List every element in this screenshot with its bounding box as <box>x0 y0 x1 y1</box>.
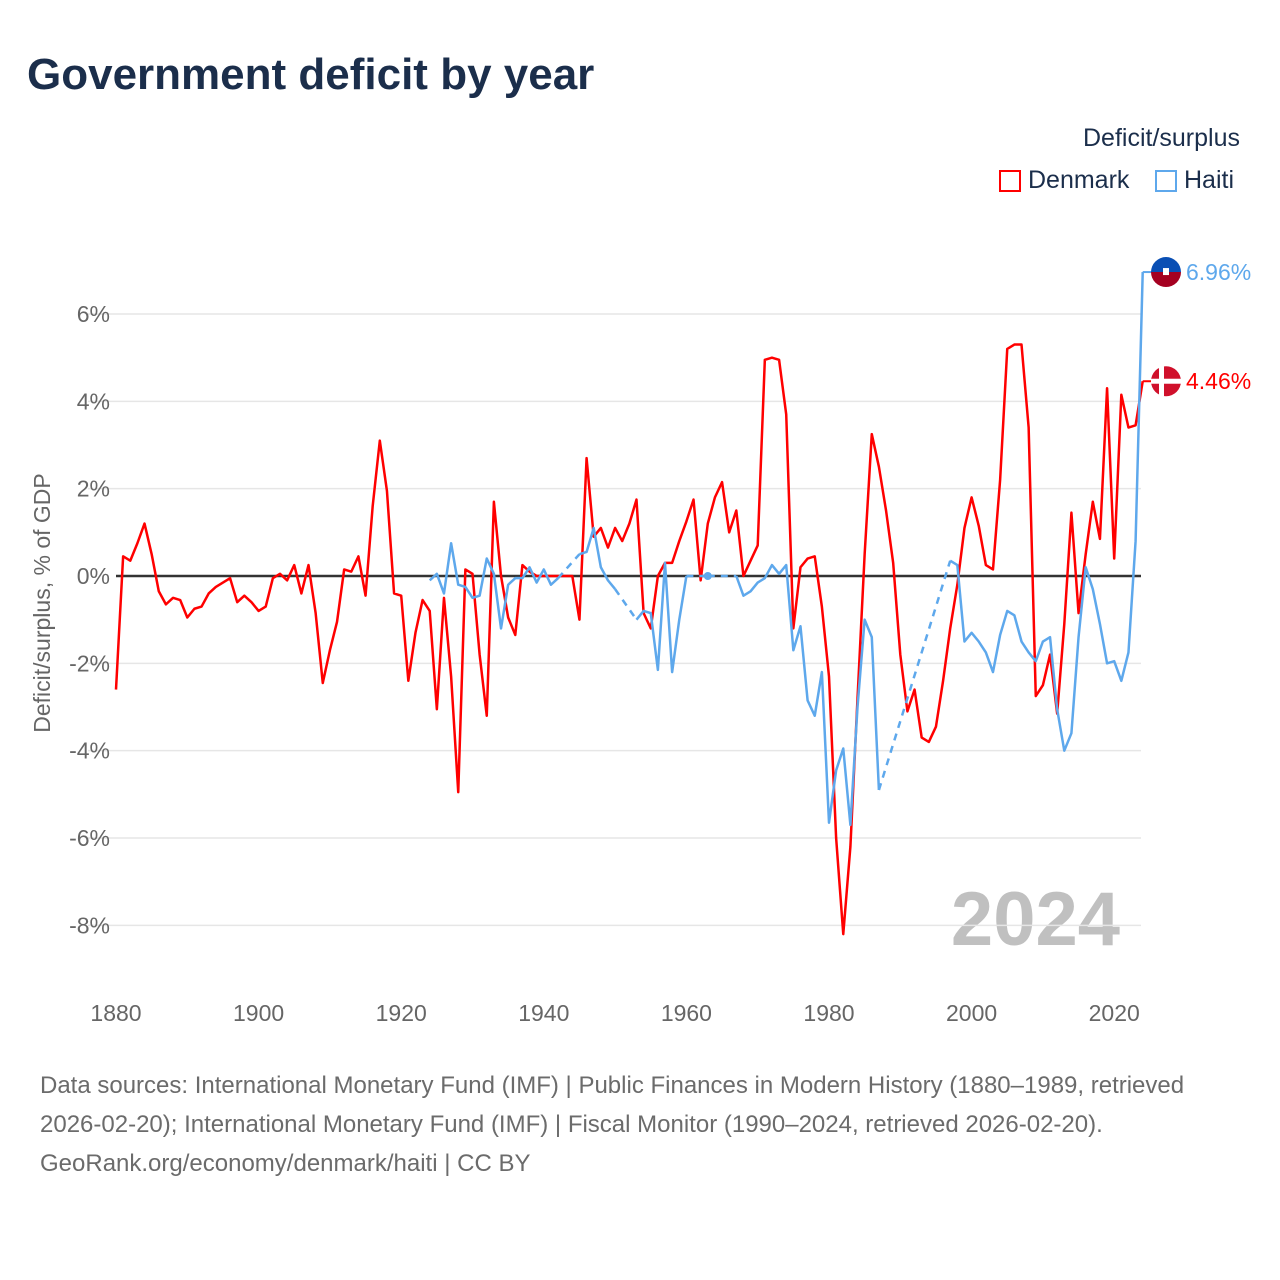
haiti-gap-line <box>614 588 638 621</box>
year-watermark: 2024 <box>951 877 1120 962</box>
footer: Data sources: International Monetary Fun… <box>40 1066 1240 1183</box>
denmark-end-label: 4.46% <box>1186 368 1251 394</box>
haiti-line <box>949 272 1144 752</box>
haiti-line <box>635 561 688 674</box>
legend-label-haiti: Haiti <box>1184 166 1235 194</box>
y-tick-label: -4% <box>69 738 110 764</box>
haiti-line <box>735 563 881 827</box>
x-tick-label: 2020 <box>1089 1000 1140 1026</box>
chart-plot: 2024 -8% -6% -4% -2% 0% 2% 4% 6% 1880 1900 1920 194… <box>29 257 1251 1026</box>
haiti-end-label: 6.96% <box>1186 259 1251 285</box>
data-sources: Data sources: International Monetary Fun… <box>40 1072 1185 1138</box>
legend-item-haiti[interactable]: Haiti <box>1155 166 1234 195</box>
y-tick-label: -8% <box>69 912 110 938</box>
legend-swatch-denmark <box>999 169 1021 192</box>
chart-title: Government deficit by year <box>27 50 595 99</box>
haiti-flag-icon <box>1151 257 1181 288</box>
x-tick-label: 1980 <box>803 1000 854 1026</box>
flag-top <box>1151 257 1181 273</box>
y-tick-label: 2% <box>77 476 110 502</box>
haiti-line <box>428 541 559 630</box>
y-tick-label: 0% <box>77 563 110 589</box>
x-tick-label: 1960 <box>661 1000 712 1026</box>
haiti-point <box>703 572 712 580</box>
credit-link[interactable]: GeoRank.org/economy/denmark/haiti | CC B… <box>40 1150 531 1177</box>
flag-cross-h <box>1151 378 1181 384</box>
legend-title: Deficit/surplus <box>1083 124 1240 152</box>
flag-bottom <box>1151 272 1181 288</box>
haiti-gap-line <box>557 553 581 580</box>
y-tick-label: 6% <box>77 301 110 327</box>
flag-cross-v <box>1159 366 1164 397</box>
x-tick-label: 1920 <box>376 1000 427 1026</box>
flag-emblem <box>1163 268 1169 276</box>
y-tick-label: -6% <box>69 825 110 851</box>
haiti-gap-line <box>877 560 952 791</box>
haiti-line <box>579 526 617 590</box>
denmark-flag-icon <box>1151 366 1181 397</box>
x-tick-label: 2000 <box>946 1000 997 1026</box>
legend-item-denmark[interactable]: Denmark <box>999 166 1129 195</box>
x-tick-label: 1900 <box>233 1000 284 1026</box>
legend-label-denmark: Denmark <box>1028 166 1130 194</box>
denmark-line <box>114 343 1144 936</box>
y-tick-label: 4% <box>77 388 110 414</box>
legend-swatch-haiti <box>1155 169 1177 192</box>
y-tick-label: -2% <box>69 650 110 676</box>
y-axis-label: Deficit/surplus, % of GDP <box>29 473 55 732</box>
x-tick-label: 1940 <box>518 1000 569 1026</box>
x-tick-label: 1880 <box>90 1000 141 1026</box>
